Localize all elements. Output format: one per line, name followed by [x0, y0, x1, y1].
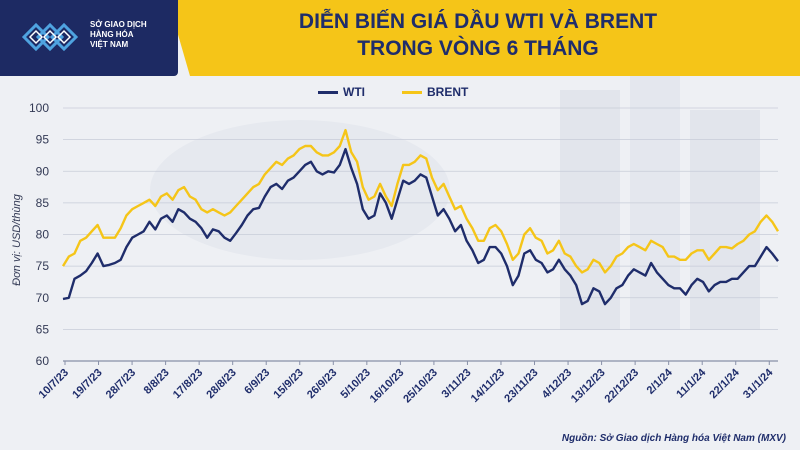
logo-text: SỞ GIAO DỊCH HÀNG HÓA VIỆT NAM — [90, 20, 172, 50]
y-tick-label: 65 — [36, 322, 50, 336]
x-tick-label: 10/7/23 — [37, 367, 71, 401]
x-tick-label: 11/1/24 — [674, 366, 709, 401]
y-tick-label: 90 — [36, 164, 50, 178]
y-tick-label: 95 — [36, 133, 50, 147]
gridlines — [63, 107, 778, 362]
series-lines — [61, 128, 780, 306]
series-line-wti — [62, 147, 779, 306]
x-tick-label: 22/12/23 — [602, 367, 641, 406]
x-tick-label: 2/1/24 — [645, 366, 676, 397]
legend-swatch-brent — [402, 90, 422, 94]
title-line-2: TRONG VÒNG 6 THÁNG — [357, 37, 599, 60]
logo-line-2: HÀNG HÓA — [90, 30, 134, 39]
x-tick-label: 25/10/23 — [401, 367, 440, 406]
y-tick-label: 70 — [36, 291, 50, 305]
x-tick-label: 28/7/23 — [104, 367, 138, 401]
logo-line-1: SỞ GIAO DỊCH — [90, 20, 147, 29]
y-tick-label: 100 — [29, 101, 49, 115]
legend-label-brent: BRENT — [427, 85, 469, 99]
logo: SỞ GIAO DỊCH HÀNG HÓA VIỆT NAM — [0, 0, 178, 76]
logo-line-3: VIỆT NAM — [90, 40, 129, 49]
series-line-brent — [61, 128, 780, 274]
x-tick-label: 28/8/23 — [204, 367, 238, 401]
legend: WTI BRENT — [0, 82, 800, 102]
x-tick-label: 23/11/23 — [502, 367, 540, 405]
source-note: Nguồn: Sở Giao dịch Hàng hóa Việt Nam (M… — [561, 433, 786, 444]
x-tick-label: 26/9/23 — [305, 367, 339, 401]
title-banner — [168, 0, 800, 76]
x-tick-label: 16/10/23 — [368, 367, 407, 406]
chart-title: DIỄN BIẾN GIÁ DẦU WTI VÀ BRENT TRONG VÒN… — [178, 8, 778, 62]
exchange-logo-icon — [21, 22, 79, 52]
x-tick-label: 19/7/23 — [70, 367, 104, 401]
legend-item-brent: BRENT — [402, 85, 468, 99]
y-tick-label: 60 — [36, 354, 50, 368]
legend-swatch-wti — [318, 90, 338, 94]
x-tick-label: 13/12/23 — [569, 367, 608, 406]
y-tick-label: 75 — [36, 259, 50, 273]
y-tick-label: 85 — [36, 196, 50, 210]
x-tick-label: 6/9/23 — [242, 367, 272, 397]
y-tick-label: 80 — [36, 228, 50, 242]
legend-item-wti: WTI — [318, 85, 365, 99]
x-tick-label: 8/8/23 — [142, 367, 172, 397]
y-axis-ticks: 60 65 70 75 80 85 90 95 100 — [29, 101, 49, 368]
x-tick-label: 14/11/23 — [469, 367, 507, 405]
x-tick-label: 15/9/23 — [271, 367, 305, 401]
x-tick-label: 17/8/23 — [171, 367, 205, 401]
title-line-1: DIỄN BIẾN GIÁ DẦU WTI VÀ BRENT — [298, 10, 658, 33]
legend-label-wti: WTI — [343, 85, 365, 99]
x-tick-label: 22/1/24 — [707, 366, 742, 401]
x-tick-label: 31/1/24 — [741, 366, 776, 401]
x-axis-ticks: 10/7/23 19/7/23 28/7/23 8/8/23 17/8/23 28/8/2… — [37, 361, 776, 405]
